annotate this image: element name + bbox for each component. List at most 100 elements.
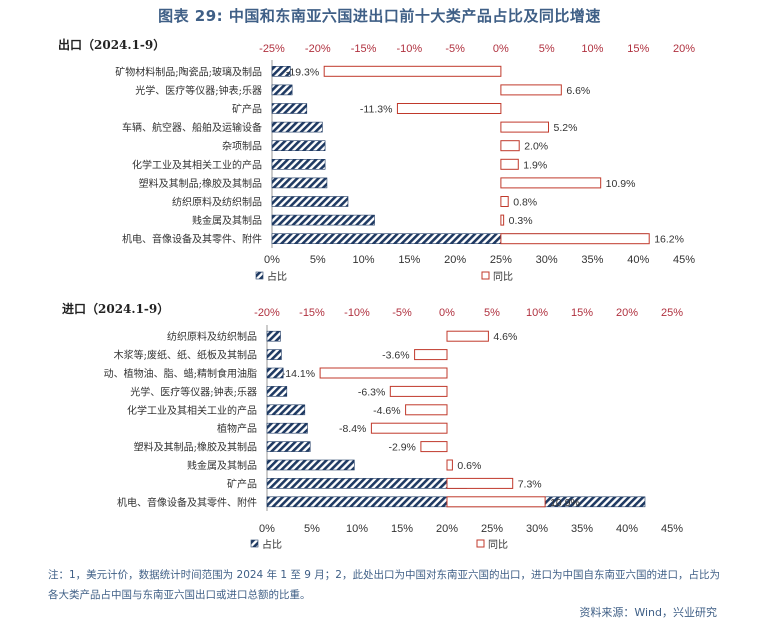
legend-swatch-share: [255, 271, 264, 280]
top-axis-tick-label: -10%: [396, 43, 422, 55]
top-axis-tick-label: -20%: [305, 43, 331, 55]
top-axis-tick-label: 10%: [526, 307, 548, 319]
data-label: 7.3%: [518, 478, 542, 490]
bottom-axis-tick-label: 35%: [581, 254, 603, 266]
top-axis-tick-label: 0%: [439, 307, 455, 319]
category-label: 光学、医疗等仪器;钟表;乐器: [135, 84, 262, 97]
yoy-bar: [500, 121, 549, 133]
bottom-axis-tick-label: 20%: [436, 523, 458, 535]
data-label: -11.3%: [360, 104, 393, 116]
share-bar: [266, 367, 284, 379]
share-bar: [266, 330, 281, 342]
bottom-axis-tick-label: 15%: [391, 523, 413, 535]
top-axis-tick-label: 5%: [539, 43, 555, 55]
top-axis-tick-label: -20%: [254, 307, 280, 319]
data-label: -8.4%: [339, 423, 366, 435]
category-label: 纺织原料及纺织制品: [172, 196, 262, 209]
category-label: 机电、音像设备及其零件、附件: [117, 496, 257, 509]
bottom-axis-tick-label: 10%: [353, 254, 375, 266]
top-axis-tick-label: 5%: [484, 307, 500, 319]
bottom-axis-tick-label: 15%: [398, 254, 420, 266]
share-bar: [266, 349, 282, 360]
bottom-axis-tick-label: 45%: [661, 523, 683, 535]
source-note: 资料来源：Wind，兴业研究: [579, 606, 717, 619]
category-label: 贱金属及其制品: [192, 214, 262, 227]
data-label: -4.6%: [373, 405, 400, 417]
bottom-axis-tick-label: 0%: [259, 523, 275, 535]
yoy-bar: [446, 496, 546, 508]
share-bar: [271, 177, 328, 189]
category-label: 机电、音像设备及其零件、附件: [122, 233, 262, 246]
panel-title: 出口（2024.1-9）: [58, 37, 165, 52]
share-bar: [266, 404, 306, 416]
data-label: -14.1%: [282, 368, 315, 380]
data-label: 0.8%: [513, 197, 537, 209]
data-label: 16.2%: [654, 234, 684, 246]
data-label: -19.3%: [286, 66, 319, 78]
yoy-bar: [446, 330, 489, 342]
yoy-bar: [500, 214, 505, 226]
category-label: 纺织原料及纺织制品: [167, 330, 257, 343]
data-label: 0.3%: [509, 215, 533, 227]
bottom-axis-tick-label: 30%: [536, 254, 558, 266]
bottom-axis-tick-label: 20%: [444, 254, 466, 266]
top-axis-tick-label: -15%: [299, 307, 325, 319]
category-label: 车辆、航空器、船舶及运输设备: [122, 121, 262, 134]
top-axis-tick-label: -5%: [445, 43, 465, 55]
yoy-bar: [396, 103, 502, 114]
bottom-axis-tick-label: 0%: [264, 254, 280, 266]
share-bar: [271, 214, 375, 226]
yoy-bar: [323, 65, 502, 77]
bottom-axis-tick-label: 40%: [627, 254, 649, 266]
top-axis-tick-label: -5%: [392, 307, 412, 319]
category-label: 化学工业及其相关工业的产品: [132, 158, 262, 171]
category-label: 化学工业及其相关工业的产品: [127, 404, 257, 417]
legend-swatch-yoy: [476, 539, 485, 548]
bottom-axis-tick-label: 5%: [310, 254, 326, 266]
chart-panel-1: 出口（2024.1-9） -25% -20% -15% -10% -5% 0% 5% 10% 15…: [58, 37, 695, 283]
yoy-bar: [319, 367, 448, 379]
share-bar: [271, 140, 326, 151]
bottom-axis-tick-label: 35%: [571, 523, 593, 535]
share-bar: [266, 386, 288, 397]
bottom-axis-tick-label: 25%: [490, 254, 512, 266]
chart-title: 图表 29: 中国和东南亚六国进出口前十大类产品占比及同比增速: [158, 7, 601, 25]
top-axis-tick-label: -25%: [259, 43, 285, 55]
share-bar: [271, 121, 323, 133]
bottom-axis-tick-label: 45%: [673, 254, 695, 266]
share-bar: [271, 103, 308, 114]
category-label: 动、植物油、脂、蜡;精制食用油脂: [104, 367, 257, 380]
data-label: -3.6%: [382, 350, 409, 362]
yoy-bar: [446, 459, 453, 471]
share-bar: [266, 441, 311, 452]
share-bar: [266, 478, 468, 489]
share-bar: [266, 459, 355, 471]
yoy-bar: [500, 233, 650, 245]
legend-label-yoy: 同比: [488, 539, 508, 551]
category-label: 贱金属及其制品: [187, 459, 257, 472]
share-bar: [271, 159, 326, 170]
data-label: 0.6%: [457, 460, 481, 472]
top-axis-tick-label: 25%: [661, 307, 683, 319]
data-label: 1.9%: [523, 159, 547, 171]
footnote: 注：1，美元计价，数据统计时间范围为 2024 年 1 至 9 月；2，此处出口…: [48, 569, 720, 601]
top-axis-tick-label: 20%: [616, 307, 638, 319]
bottom-axis-tick-label: 25%: [481, 523, 503, 535]
data-label: -6.3%: [358, 386, 385, 398]
top-axis-tick-label: -15%: [351, 43, 377, 55]
legend-label-yoy: 同比: [493, 271, 513, 283]
category-label: 矿产品: [232, 103, 262, 116]
data-label: 6.6%: [566, 85, 590, 97]
yoy-bar: [500, 84, 562, 96]
share-bar: [271, 84, 293, 96]
top-axis-tick-label: 20%: [673, 43, 695, 55]
top-axis-tick-label: 15%: [571, 307, 593, 319]
share-bar: [271, 66, 291, 77]
bottom-axis-tick-label: 30%: [526, 523, 548, 535]
yoy-bar: [420, 441, 448, 453]
category-label: 光学、医疗等仪器;钟表;乐器: [130, 385, 257, 398]
legend-swatch-share: [250, 539, 259, 548]
chart-panel-2: 进口（2024.1-9） -20% -15% -10% -5% 0% 5% 10% 15% 20%…: [62, 301, 683, 551]
category-label: 植物产品: [217, 422, 257, 435]
